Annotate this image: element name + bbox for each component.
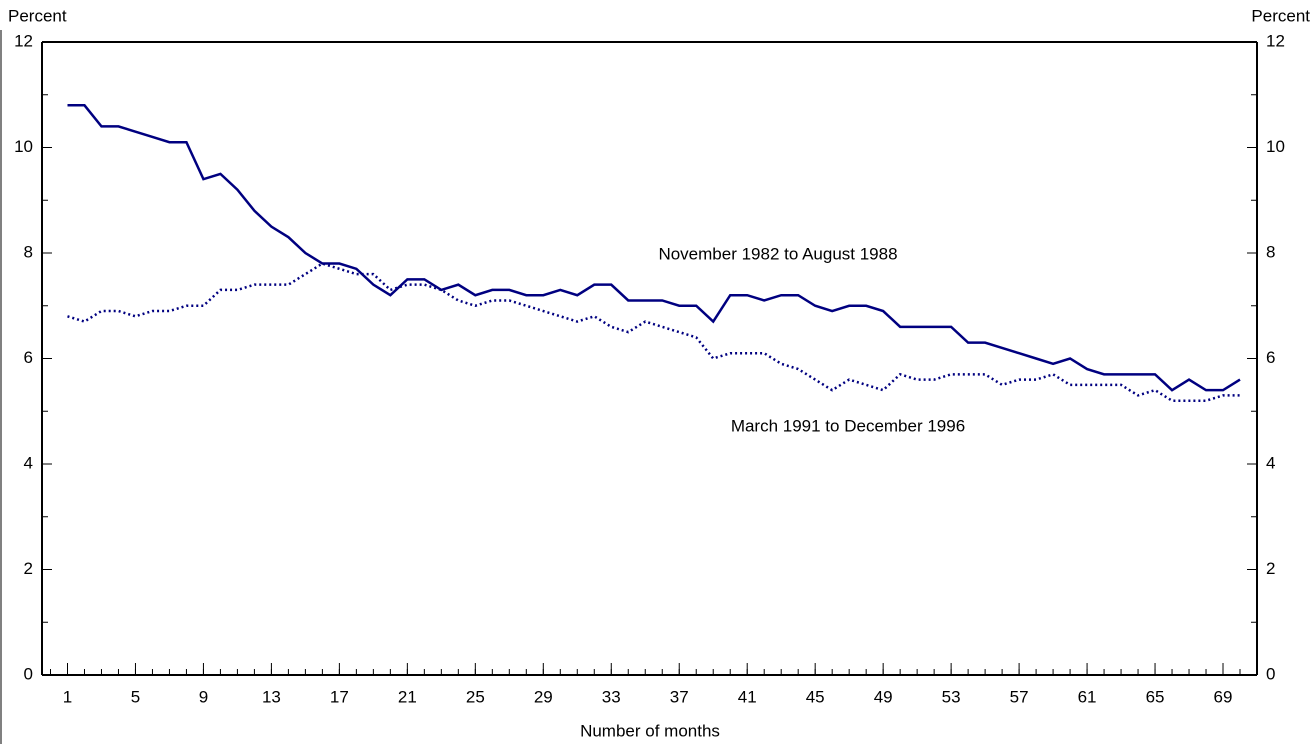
x-tick-label: 13	[262, 687, 281, 706]
y2-tick-label: 12	[1266, 31, 1285, 50]
x-tick-label: 37	[670, 687, 689, 706]
y-axis-label: Percent	[8, 6, 67, 25]
x-tick-label: 25	[466, 687, 485, 706]
x-tick-label: 17	[330, 687, 349, 706]
x-tick-label: 9	[199, 687, 208, 706]
y2-tick-label: 2	[1266, 559, 1275, 578]
series-line	[67, 104, 1241, 392]
x-tick-label: 49	[874, 687, 893, 706]
x-tick-label: 41	[738, 687, 757, 706]
y-tick-label: 10	[14, 137, 33, 156]
x-tick-label: 61	[1078, 687, 1097, 706]
y2-tick-label: 4	[1266, 453, 1275, 472]
x-tick-label: 57	[1010, 687, 1029, 706]
y2-axis-label: Percent	[1251, 6, 1310, 25]
x-tick-label: 69	[1214, 687, 1233, 706]
x-tick-label: 65	[1146, 687, 1165, 706]
y-tick-label: 8	[24, 242, 33, 261]
series-line	[67, 262, 1241, 402]
series-label: March 1991 to December 1996	[731, 416, 965, 435]
y-tick-label: 2	[24, 559, 33, 578]
x-tick-label: 29	[534, 687, 553, 706]
y-tick-label: 12	[14, 31, 33, 50]
x-tick-label: 53	[942, 687, 961, 706]
x-tick-label: 21	[398, 687, 417, 706]
x-tick-label: 1	[63, 687, 72, 706]
x-axis-label: Number of months	[580, 721, 720, 740]
y-tick-label: 0	[24, 664, 33, 683]
y2-tick-label: 6	[1266, 348, 1275, 367]
y2-tick-label: 0	[1266, 664, 1275, 683]
y-tick-label: 4	[24, 453, 33, 472]
y-tick-label: 6	[24, 348, 33, 367]
series-label: November 1982 to August 1988	[658, 244, 897, 263]
y2-tick-label: 8	[1266, 242, 1275, 261]
x-tick-label: 45	[806, 687, 825, 706]
x-tick-label: 5	[131, 687, 140, 706]
y2-tick-label: 10	[1266, 137, 1285, 156]
x-tick-label: 33	[602, 687, 621, 706]
